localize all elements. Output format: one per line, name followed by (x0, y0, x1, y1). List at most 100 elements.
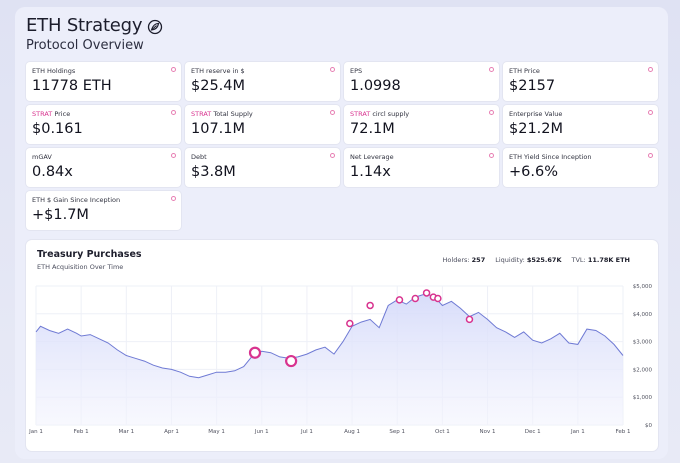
info-icon[interactable] (489, 153, 494, 158)
info-icon[interactable] (648, 153, 653, 158)
info-icon[interactable] (330, 153, 335, 158)
price-area (36, 294, 623, 425)
info-icon[interactable] (171, 196, 176, 201)
y-tick-label: $0 (645, 423, 652, 429)
metric-value: +$1.7M (32, 207, 89, 223)
metric-value: 11778 ETH (32, 78, 112, 94)
metric-label: ETH Price (509, 67, 540, 75)
treasury-chart-card: Jan 1 Feb 1 Mar 1 Apr 1 May 1 Jun 1 Jul 1 Aug 1… (26, 240, 658, 451)
metric-value: 107.1M (191, 121, 246, 137)
metric-card: Debt $3.8M (185, 148, 340, 187)
metric-label: STRAT circl supply (350, 110, 409, 118)
x-tick-label: Sep 1 (389, 429, 405, 435)
header: ETH Strategy (26, 15, 163, 36)
y-tick-label: $4,000 (633, 312, 653, 318)
info-icon[interactable] (648, 110, 653, 115)
purchase-marker[interactable] (366, 301, 374, 310)
metric-label-text: Price (52, 110, 71, 118)
metric-label-text: EPS (350, 67, 363, 75)
purchase-marker[interactable] (248, 346, 262, 359)
info-icon[interactable] (489, 110, 494, 115)
metric-label-text: ETH Price (509, 67, 540, 75)
metric-value: $25.4M (191, 78, 246, 94)
metric-card: STRAT circl supply 72.1M (344, 105, 499, 144)
metric-label-text: Net Leverage (350, 153, 394, 161)
purchase-marker[interactable] (285, 354, 298, 368)
metric-label-text: Total Supply (211, 110, 253, 118)
metric-value: 72.1M (350, 121, 395, 137)
purchase-marker[interactable] (395, 296, 404, 304)
metric-value: $21.2M (509, 121, 564, 137)
purchase-marker[interactable] (422, 289, 431, 297)
y-tick-label: $5,000 (633, 284, 653, 290)
token-prefix: STRAT (350, 110, 371, 118)
chart-subtitle: ETH Acquisition Over Time (37, 263, 124, 271)
x-tick-label: Jul 1 (300, 429, 313, 435)
metric-value: $2157 (509, 78, 556, 94)
metric-label: EPS (350, 67, 362, 75)
metric-value: 1.14x (350, 164, 391, 180)
info-icon[interactable] (330, 67, 335, 72)
info-icon[interactable] (330, 110, 335, 115)
purchase-marker[interactable] (434, 294, 442, 303)
metric-card: STRAT Price $0.161 (26, 105, 181, 144)
x-tick-label: Jan 1 (570, 429, 585, 435)
x-tick-label: Oct 1 (435, 429, 450, 435)
metric-label: STRAT Total Supply (191, 110, 253, 118)
info-icon[interactable] (171, 153, 176, 158)
x-tick-label: Jan 1 (28, 429, 43, 435)
metric-card: Enterprise Value $21.2M (503, 105, 658, 144)
purchase-marker[interactable] (411, 294, 420, 303)
page-subtitle: Protocol Overview (26, 38, 144, 53)
metric-label-text: ETH reserve in $ (191, 67, 245, 75)
info-icon[interactable] (171, 67, 176, 72)
metric-label-text: ETH Holdings (32, 67, 76, 75)
stat-liquidity: Liquidity: $525.67K (495, 256, 562, 264)
metric-label: Debt (191, 153, 207, 161)
metric-label: ETH $ Gain Since Inception (32, 196, 120, 204)
metric-value: 0.84x (32, 164, 73, 180)
metric-card: ETH $ Gain Since Inception +$1.7M (26, 191, 181, 230)
metric-label-text: Debt (191, 153, 207, 161)
metric-card: STRAT Total Supply 107.1M (185, 105, 340, 144)
metric-value: 1.0998 (350, 78, 401, 94)
purchase-marker[interactable] (465, 315, 474, 324)
metric-label-text: ETH Yield Since Inception (509, 153, 592, 161)
token-prefix: STRAT (191, 110, 212, 118)
metric-label: ETH reserve in $ (191, 67, 245, 75)
metric-label: mGAV (32, 153, 52, 161)
x-tick-label: Feb 1 (74, 429, 89, 435)
metric-card: ETH reserve in $ $25.4M (185, 62, 340, 101)
y-tick-label: $1,000 (633, 395, 653, 401)
x-tick-label: Apr 1 (164, 429, 179, 435)
metric-label: Enterprise Value (509, 110, 562, 118)
metric-label-text: circl supply (370, 110, 410, 118)
x-tick-label: Jun 1 (254, 429, 269, 435)
metric-label-text: ETH $ Gain Since Inception (32, 196, 121, 204)
y-tick-label: $2,000 (633, 367, 653, 373)
x-tick-label: Aug 1 (344, 429, 360, 435)
metric-card: ETH Price $2157 (503, 62, 658, 101)
metric-value: $0.161 (32, 121, 83, 137)
app-title: ETH Strategy (26, 15, 143, 36)
metric-label-text: mGAV (32, 153, 52, 161)
stat-holders: Holders: 257 (442, 256, 486, 264)
metric-card: mGAV 0.84x (26, 148, 181, 187)
leaf-swirl-icon (148, 19, 163, 34)
x-tick-label: May 1 (208, 429, 225, 435)
x-tick-label: Dec 1 (525, 429, 541, 435)
metric-card: EPS 1.0998 (344, 62, 499, 101)
metric-card: ETH Holdings 11778 ETH (26, 62, 181, 101)
info-icon[interactable] (489, 67, 494, 72)
purchase-marker[interactable] (346, 319, 354, 328)
metric-card: Net Leverage 1.14x (344, 148, 499, 187)
info-icon[interactable] (648, 67, 653, 72)
x-tick-label: Mar 1 (118, 429, 134, 435)
info-icon[interactable] (171, 110, 176, 115)
chart-title: Treasury Purchases (37, 249, 142, 260)
metric-card: ETH Yield Since Inception +6.6% (503, 148, 658, 187)
metric-label: ETH Holdings (32, 67, 75, 75)
stat-tvl: TVL: 11.78K ETH (571, 256, 631, 264)
metric-label-text: Enterprise Value (509, 110, 563, 118)
price-line (35, 293, 624, 379)
